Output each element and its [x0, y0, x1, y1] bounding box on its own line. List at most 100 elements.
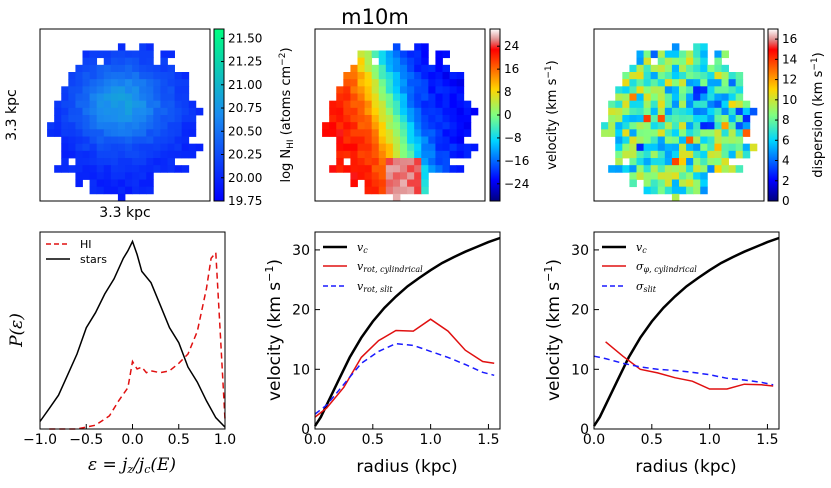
- map-cell: [643, 57, 652, 66]
- map-cell: [414, 136, 422, 145]
- map-cell: [456, 115, 465, 123]
- dispersion-profile-ylabel: velocity (km s−1): [542, 259, 564, 401]
- map-cell: [96, 50, 105, 59]
- map-cell: [728, 72, 737, 80]
- map-cell: [378, 72, 387, 80]
- map-cell: [167, 115, 175, 123]
- y-tick-label: 0: [301, 422, 310, 438]
- map-cell: [622, 86, 630, 94]
- rotation-plot: 0.0 0.5 1.0 1.5 0 10 20 30: [292, 236, 501, 448]
- map-cell: [364, 79, 373, 87]
- map-cell: [343, 143, 351, 152]
- map-cell: [350, 64, 358, 73]
- map-cell: [442, 93, 450, 102]
- map-cell: [61, 100, 69, 109]
- map-cell: [174, 150, 183, 159]
- map-cell: [110, 179, 119, 188]
- map-cell: [629, 72, 637, 80]
- map-cell: [357, 79, 365, 87]
- map-cell: [435, 57, 443, 66]
- map-cell: [392, 86, 401, 94]
- map-cell: [160, 158, 168, 166]
- map-cell: [103, 158, 112, 166]
- map-cell: [385, 79, 394, 87]
- map-cell: [400, 179, 408, 188]
- map-cell: [742, 150, 751, 159]
- map-cell: [714, 107, 722, 116]
- map-cell: [364, 57, 373, 66]
- map-cell: [153, 165, 161, 173]
- map-cell: [357, 64, 365, 73]
- map-cell: [671, 79, 680, 87]
- x-tick-label: 0.0: [304, 432, 326, 448]
- map-cell: [350, 136, 358, 145]
- map-cell: [68, 115, 76, 123]
- map-cell: [117, 143, 126, 152]
- map-cell: [54, 115, 62, 123]
- map-cell: [82, 158, 90, 166]
- map-cell: [153, 93, 161, 102]
- map-cell: [385, 179, 394, 188]
- map-cell: [385, 129, 394, 137]
- map-cell: [414, 122, 422, 130]
- map-cell: [629, 79, 637, 87]
- map-cell: [61, 143, 69, 152]
- map-cell: [435, 100, 443, 109]
- map-cell: [54, 165, 62, 173]
- map-cell: [364, 186, 373, 195]
- map-cell: [174, 79, 183, 87]
- map-cell: [117, 122, 126, 130]
- map-cell: [693, 50, 701, 59]
- colorbar-tick-label: 24: [504, 39, 519, 53]
- map-cell: [686, 136, 694, 145]
- map-cell: [61, 136, 69, 145]
- map-cell: [650, 107, 659, 116]
- map-cell: [643, 50, 652, 59]
- map-cell: [96, 186, 105, 195]
- dispersion-colorbar-ticks: 16 14 12 10 8 6 4 2 0: [775, 32, 797, 208]
- map-cell: [139, 64, 147, 73]
- map-cell: [428, 122, 436, 130]
- map-cell: [343, 100, 351, 109]
- map-cell: [442, 107, 450, 116]
- map-cell: [89, 57, 98, 66]
- map-cell: [749, 107, 758, 116]
- map-cell: [357, 150, 365, 159]
- map-cell: [629, 129, 637, 137]
- map-cell: [89, 100, 98, 109]
- map-cell: [735, 165, 744, 173]
- map-cell: [721, 79, 729, 87]
- map-cell: [693, 122, 701, 130]
- map-cell: [364, 150, 373, 159]
- map-cell: [421, 165, 429, 173]
- map-cell: [650, 100, 659, 109]
- rotation-xlabel: radius (kpc): [356, 457, 457, 477]
- map-cell: [125, 50, 133, 59]
- map-cell: [407, 158, 415, 166]
- map-cell: [75, 136, 83, 145]
- map-cell: [629, 179, 637, 188]
- map-cell: [61, 165, 69, 173]
- hi-map-panel: 3.3 kpc 3.3 kpc 21.50 21.25 21.00 20.75 20.5…: [4, 28, 296, 221]
- map-cell: [470, 143, 479, 152]
- hi-colorbar-label: log NHI (atoms cm−2): [278, 47, 296, 182]
- map-cell: [421, 93, 429, 102]
- map-cell: [181, 72, 190, 80]
- map-cell: [636, 72, 644, 80]
- map-cell: [657, 72, 666, 80]
- map-cell: [414, 86, 422, 94]
- map-cell: [103, 143, 112, 152]
- map-cell: [110, 57, 119, 66]
- x-tick-label: 0.5: [362, 432, 384, 448]
- map-cell: [735, 136, 744, 145]
- map-cell: [343, 115, 351, 123]
- map-cell: [378, 150, 387, 159]
- map-cell: [343, 150, 351, 159]
- map-cell: [139, 129, 147, 137]
- map-cell: [167, 64, 175, 73]
- map-cell: [181, 150, 190, 159]
- map-cell: [146, 86, 154, 94]
- map-cell: [364, 93, 373, 102]
- map-cell: [456, 122, 465, 130]
- map-cell: [735, 150, 744, 159]
